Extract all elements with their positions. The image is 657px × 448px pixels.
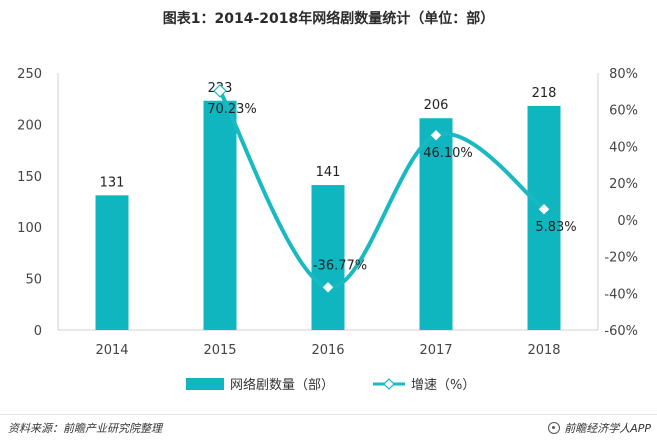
y-left-tick-label: 100	[17, 221, 42, 236]
bar-data-label: 218	[532, 86, 557, 101]
y-right-tick-label: 60%	[609, 104, 638, 119]
legend-bar-label: 网络剧数量（部）	[230, 377, 334, 393]
y-left-tick-label: 0	[34, 324, 42, 339]
brand-logo-icon	[548, 422, 561, 434]
y-left-tick-label: 50	[25, 273, 42, 288]
bar-data-label: 141	[316, 165, 341, 180]
bar	[95, 195, 129, 330]
growth-marker	[429, 128, 443, 143]
y-right-tick-label: 0%	[617, 214, 638, 229]
growth-marker	[321, 280, 335, 295]
x-tick-label: 2016	[311, 343, 344, 358]
source-note: 资料来源：前瞻产业研究院整理	[8, 422, 162, 435]
x-tick-label: 2014	[95, 343, 128, 358]
y-right-tick-label: -20%	[604, 251, 638, 266]
y-right-tick-label: 20%	[609, 177, 638, 192]
bar	[203, 100, 237, 330]
y-right-tick-label: 40%	[609, 140, 638, 155]
legend-bar-swatch	[186, 378, 224, 390]
growth-data-label: 5.83%	[535, 220, 576, 235]
x-tick-label: 2018	[527, 343, 560, 358]
y-left-tick-label: 250	[17, 67, 42, 82]
x-tick-label: 2015	[203, 343, 236, 358]
bar	[311, 185, 345, 330]
growth-marker	[537, 202, 551, 217]
growth-data-label: 70.23%	[207, 102, 257, 117]
brand-name: 前瞻经济学人APP	[564, 422, 651, 435]
legend-line-marker	[383, 378, 395, 390]
bar-data-label: 131	[100, 175, 125, 190]
y-left-tick-label: 150	[17, 170, 42, 185]
brand-credit: 前瞻经济学人APP	[548, 420, 651, 436]
growth-marker	[213, 84, 227, 98]
growth-data-label: 46.10%	[423, 146, 473, 161]
legend-line-label: 增速（%）	[411, 378, 475, 393]
bar	[419, 118, 453, 331]
y-right-tick-label: -60%	[604, 324, 638, 339]
growth-data-label: -36.77%	[313, 258, 367, 273]
y-left-tick-label: 200	[17, 118, 42, 133]
footer-divider	[0, 414, 657, 415]
bar-data-label: 206	[424, 98, 449, 113]
y-right-tick-label: -40%	[604, 287, 638, 302]
x-tick-label: 2017	[419, 343, 452, 358]
chart-title: 图表1：2014-2018年网络剧数量统计（单位：部）	[162, 11, 495, 27]
bar	[527, 105, 561, 330]
y-right-tick-label: 80%	[609, 67, 638, 82]
growth-line	[218, 89, 546, 290]
